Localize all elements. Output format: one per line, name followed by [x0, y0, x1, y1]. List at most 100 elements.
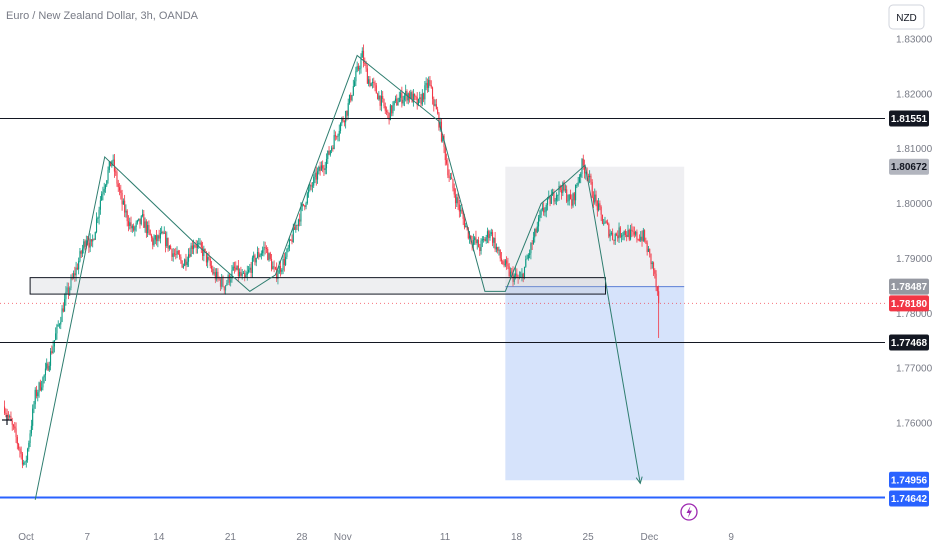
currency-button-label[interactable]: NZD	[896, 13, 917, 24]
position-risk-zone[interactable]	[505, 166, 685, 287]
candle	[544, 207, 546, 217]
zigzag-pattern[interactable]	[34, 54, 641, 500]
candle	[430, 80, 432, 89]
candle	[184, 258, 186, 267]
candle	[30, 419, 32, 437]
candle	[650, 253, 652, 270]
candle	[504, 258, 506, 268]
candle-body	[424, 85, 426, 100]
candle-body	[331, 147, 333, 151]
candle-body	[216, 271, 218, 280]
price-label-bg[interactable]	[889, 490, 929, 507]
candle	[446, 153, 448, 166]
price-label-text[interactable]: 1.74642	[891, 494, 928, 505]
price-label-bg[interactable]	[889, 295, 929, 312]
candle-body	[294, 227, 296, 230]
candle-body	[166, 237, 168, 247]
candle-body	[117, 183, 119, 188]
price-label-text[interactable]: 1.78180	[891, 299, 928, 310]
price-label-badge[interactable]: 1.81551	[889, 110, 929, 127]
candle-body	[204, 248, 206, 252]
candle-body	[373, 82, 375, 83]
candle-body	[563, 182, 565, 191]
candle-body	[154, 235, 156, 240]
candle	[65, 286, 67, 306]
candle	[89, 233, 91, 253]
candle-body	[251, 257, 253, 273]
price-label-bg[interactable]	[889, 278, 929, 295]
price-label-bg[interactable]	[889, 471, 929, 488]
candle-body	[531, 243, 533, 245]
candle-body	[107, 170, 109, 181]
price-label-text[interactable]: 1.77468	[891, 338, 928, 349]
price-label-badge[interactable]: 1.80672	[889, 158, 929, 175]
candle	[33, 400, 35, 414]
currency-button[interactable]: NZD	[888, 4, 925, 30]
candle-body	[410, 92, 412, 99]
candle	[393, 100, 395, 111]
price-axis[interactable]: 1.83000 1.82000 1.81000 1.80000 1.79000 1.780…	[889, 35, 932, 507]
price-label-text[interactable]: 1.80672	[891, 162, 928, 173]
candle-body	[435, 104, 437, 110]
candle-body	[141, 214, 144, 217]
candle	[124, 194, 126, 218]
support-zone[interactable]	[29, 277, 606, 295]
price-label-text[interactable]: 1.81551	[891, 114, 928, 125]
price-label-text[interactable]: 1.74956	[891, 475, 928, 486]
price-label-bg[interactable]	[889, 334, 929, 351]
price-label-badge[interactable]: 1.77468	[889, 334, 929, 351]
candle-body	[460, 209, 462, 212]
candle	[131, 224, 133, 233]
candle	[170, 244, 172, 250]
price-label-badge[interactable]: 1.74642	[889, 490, 929, 507]
candle	[507, 257, 509, 270]
candle-body	[596, 200, 598, 211]
time-axis[interactable]: Oct 7 14 21 28 Nov 11 18 25 Dec 9	[18, 532, 734, 543]
candle-body	[394, 98, 397, 101]
candle-body	[484, 239, 486, 242]
candle-body	[327, 150, 329, 160]
candle-body	[167, 237, 169, 249]
candle	[526, 254, 528, 260]
candle-body	[173, 253, 176, 255]
price-label-text[interactable]: 1.78487	[891, 282, 928, 293]
drawings[interactable]	[0, 54, 885, 500]
candle	[553, 189, 555, 206]
candle-body	[429, 79, 431, 86]
candle	[480, 238, 482, 255]
drag-handle-icon[interactable]	[2, 415, 12, 425]
candle	[118, 183, 121, 196]
candle	[563, 180, 565, 192]
price-label-badge[interactable]: 1.78180	[889, 295, 929, 312]
candle	[569, 189, 572, 200]
candle	[502, 259, 504, 265]
price-tick-label: 1.80000	[896, 199, 932, 210]
candle-body	[225, 285, 227, 291]
candle	[48, 361, 50, 372]
candle-body	[42, 377, 44, 388]
candle-body	[302, 203, 305, 206]
candle	[28, 440, 30, 452]
candle	[373, 77, 375, 88]
price-label-bg[interactable]	[889, 158, 929, 175]
candle	[389, 104, 391, 121]
candle	[88, 237, 90, 253]
projection-arrowhead[interactable]	[635, 476, 643, 485]
candle	[416, 92, 418, 110]
position-reward-zone[interactable]	[505, 286, 685, 481]
candle-body	[15, 428, 17, 438]
candle	[267, 247, 269, 261]
lightning-icon[interactable]	[680, 503, 698, 521]
candle-body	[642, 230, 644, 241]
candle	[279, 261, 282, 277]
candle-body	[28, 442, 30, 449]
candle	[23, 459, 25, 466]
price-label-bg[interactable]	[889, 110, 929, 127]
candle-body	[24, 461, 26, 463]
currency-button-frame[interactable]	[888, 4, 925, 30]
price-label-badge[interactable]: 1.78487	[889, 278, 929, 295]
price-label-badge[interactable]: 1.74956	[889, 471, 929, 488]
candle-body	[371, 82, 374, 84]
candle	[226, 280, 228, 287]
